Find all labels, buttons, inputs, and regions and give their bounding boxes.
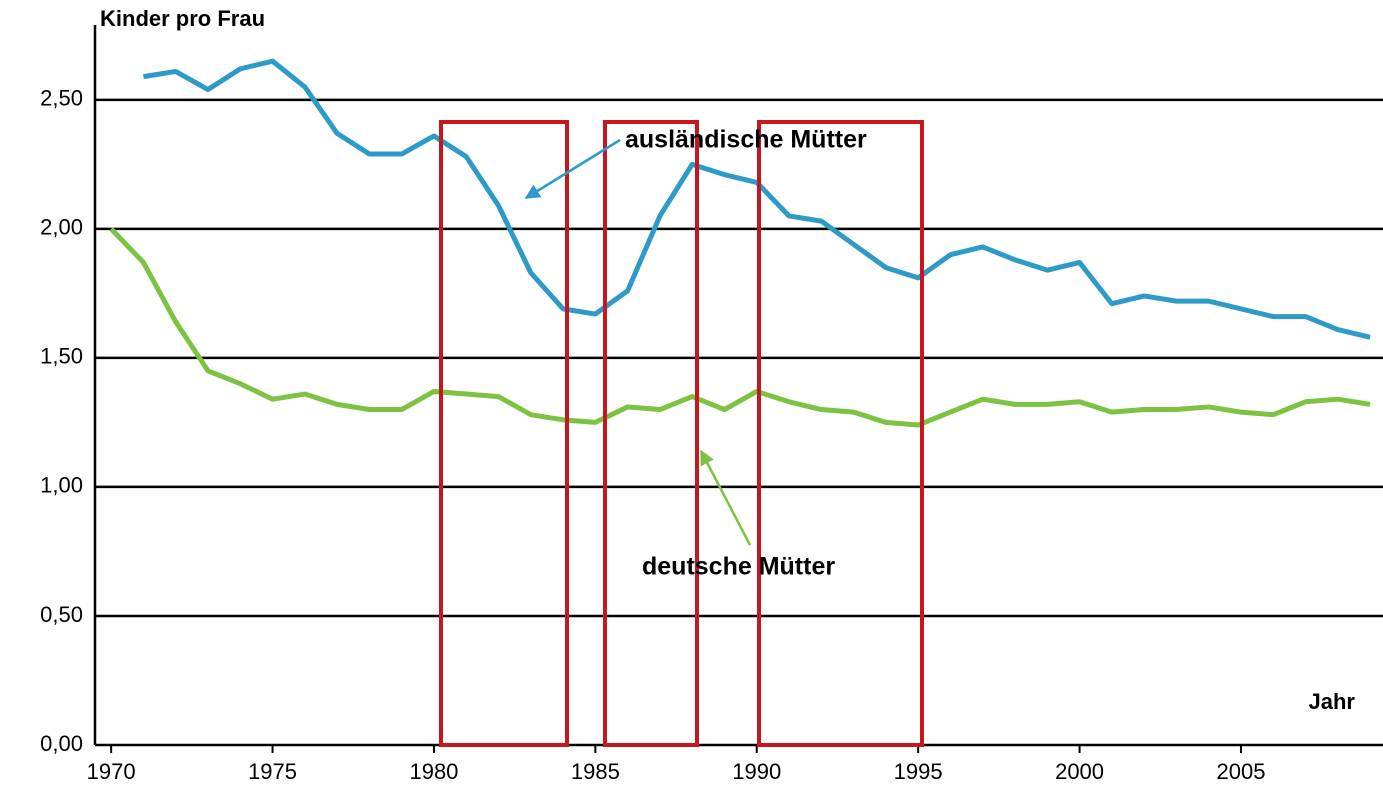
x-tick-label: 1995 [894,759,943,784]
lines [109,58,1371,428]
y-tick-label: 1,00 [40,473,83,498]
y-axis-label: Kinder pro Frau [100,6,265,31]
x-tick-label: 1975 [248,759,297,784]
highlight-box [757,120,924,747]
x-tick-label: 2000 [1055,759,1104,784]
series-annotation: deutsche Mütter [642,553,835,581]
y-tick-label: 0,00 [40,731,83,756]
highlight-box [439,120,569,747]
highlight-box [603,120,699,747]
x-tick-label: 1985 [571,759,620,784]
annotation-arrow [699,449,752,546]
y-tick-label: 1,50 [40,344,83,369]
x-axis-label: Jahr [1309,689,1356,714]
series-line [143,58,1371,340]
series-line [109,227,1371,428]
series-annotation: ausländische Mütter [625,126,867,154]
y-tick-label: 2,00 [40,215,83,240]
y-tick-label: 0,50 [40,602,83,627]
x-tick-label: 1990 [732,759,781,784]
x-tick-label: 2005 [1216,759,1265,784]
x-tick-label: 1980 [409,759,458,784]
grid: 0,00 0,50 1,00 1,50 2,00 2,50 1970 1975 1980 1985… [40,25,1383,784]
y-tick-label: 2,50 [40,86,83,111]
x-tick-label: 1970 [87,759,136,784]
annotation-arrow [524,138,621,200]
